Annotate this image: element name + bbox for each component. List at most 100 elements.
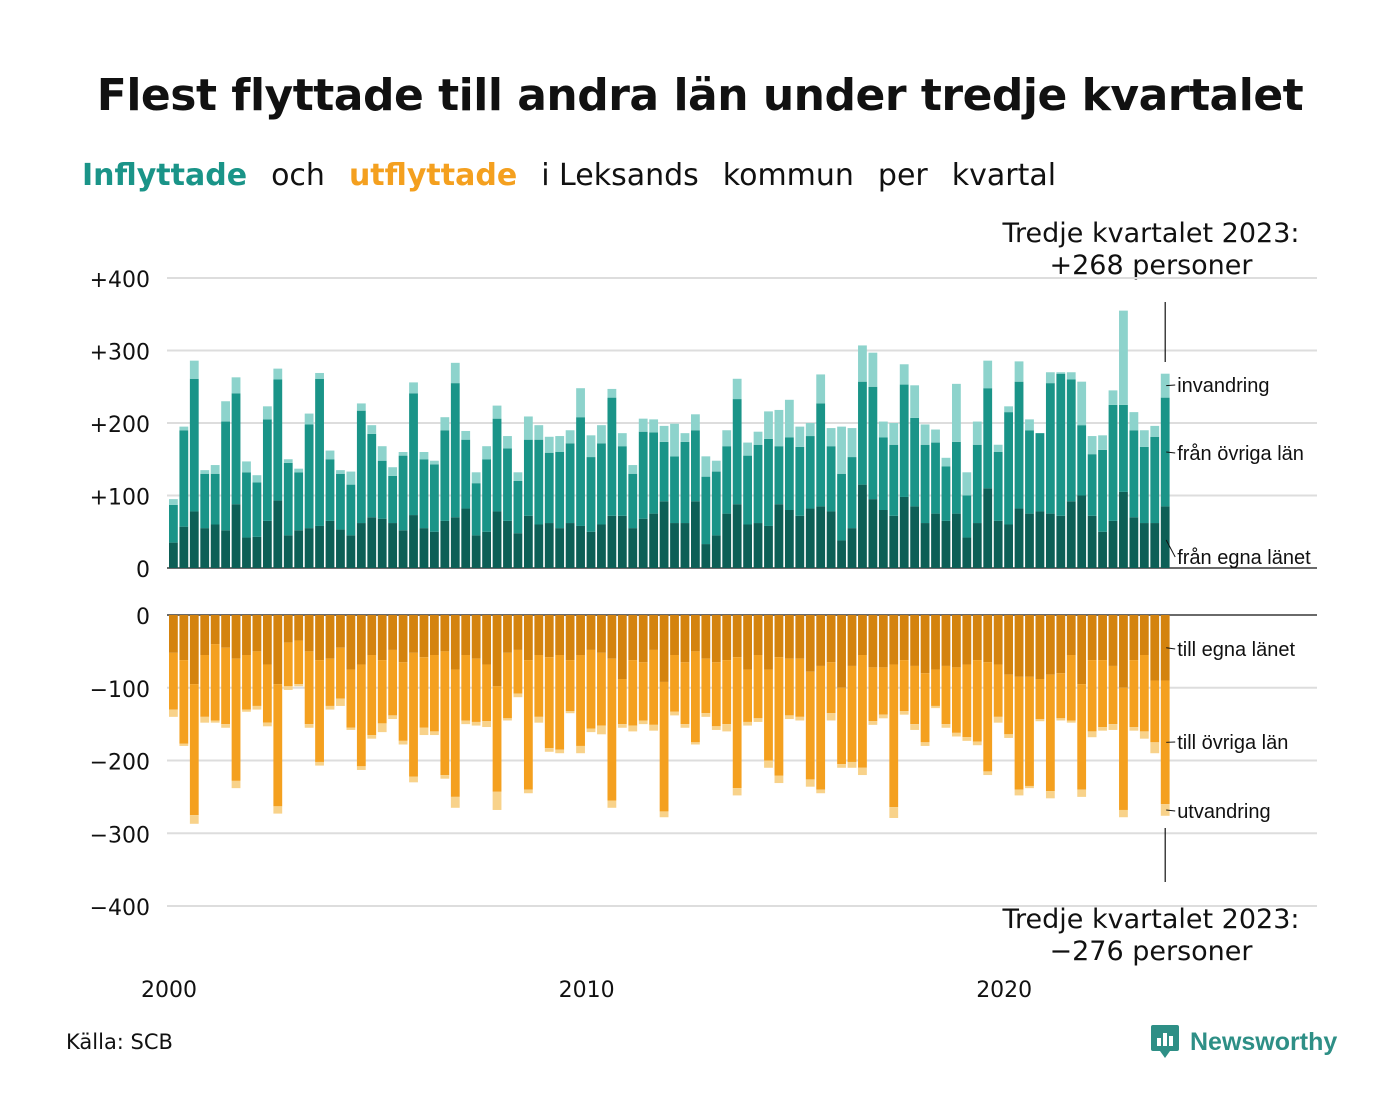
bar-out-0	[513, 615, 523, 650]
bar-in-0	[440, 520, 450, 568]
bar-out-0	[555, 615, 565, 656]
label-pointer	[1166, 809, 1176, 812]
bottom-annotation-line1: Tredje kvartalet 2023:	[1002, 904, 1300, 935]
bar-out-0	[670, 615, 679, 656]
bar-in-2	[753, 431, 763, 445]
bar-out-2	[346, 727, 356, 730]
series-label: till egna länet	[1177, 639, 1295, 661]
bar-in-1	[889, 444, 899, 516]
bar-out-0	[1014, 615, 1024, 677]
bar-in-0	[1056, 515, 1066, 568]
bar-out-1	[983, 662, 993, 772]
series-label: till övriga län	[1177, 732, 1288, 754]
bar-out-0	[1139, 615, 1149, 656]
bar-in-2	[722, 430, 732, 447]
bar-in-0	[555, 528, 565, 568]
bar-in-1	[910, 417, 920, 507]
bar-in-2	[847, 428, 857, 458]
bar-in-2	[346, 471, 356, 485]
bar-out-0	[409, 615, 418, 653]
bar-out-1	[607, 658, 617, 801]
bar-out-2	[1014, 789, 1024, 796]
bar-out-0	[722, 615, 732, 661]
bar-out-2	[461, 720, 471, 725]
bar-out-0	[753, 615, 763, 656]
bar-out-1	[189, 684, 199, 816]
bar-in-0	[774, 504, 784, 568]
bar-out-1	[1004, 674, 1013, 735]
bar-out-1	[753, 655, 763, 719]
bar-in-0	[659, 501, 669, 568]
bar-out-2	[523, 789, 533, 794]
bar-out-0	[336, 615, 345, 648]
bar-in-2	[920, 424, 930, 445]
bar-in-2	[962, 472, 972, 496]
bar-out-2	[972, 741, 982, 746]
bar-in-2	[816, 374, 826, 404]
bar-out-1	[910, 665, 920, 725]
bar-out-1	[231, 658, 241, 781]
bar-out-2	[492, 791, 502, 810]
bar-in-2	[1014, 361, 1024, 382]
bar-out-1	[858, 655, 867, 768]
bar-in-2	[607, 388, 617, 398]
bar-out-1	[409, 652, 418, 777]
bar-in-1	[555, 452, 565, 529]
bar-in-1	[336, 473, 345, 530]
bar-out-1	[680, 662, 690, 725]
bar-in-2	[1045, 372, 1055, 384]
bar-out-0	[534, 615, 544, 656]
bar-in-2	[983, 360, 993, 389]
bar-out-2	[993, 716, 1003, 723]
bar-in-2	[628, 465, 638, 474]
bar-in-0	[1014, 508, 1024, 568]
bar-out-2	[743, 721, 752, 726]
bar-out-0	[419, 615, 429, 658]
bar-out-0	[492, 615, 502, 687]
bar-out-1	[1077, 684, 1087, 790]
y-tick-label: −300	[90, 823, 150, 848]
bar-in-1	[388, 475, 398, 524]
bar-in-2	[1056, 372, 1066, 374]
bar-out-0	[388, 615, 398, 650]
bar-out-0	[931, 615, 940, 670]
bar-out-2	[983, 771, 993, 776]
bar-out-2	[711, 726, 721, 730]
bar-out-2	[430, 731, 439, 736]
bar-in-0	[544, 523, 554, 568]
bar-in-0	[534, 524, 544, 568]
bar-out-0	[1025, 615, 1034, 677]
bar-in-1	[795, 446, 805, 516]
newsworthy-logo-icon	[1151, 1025, 1179, 1058]
bar-in-0	[826, 511, 836, 568]
bar-in-2	[701, 456, 711, 477]
bar-out-2	[231, 780, 241, 789]
bar-in-1	[273, 379, 283, 501]
bar-out-1	[346, 669, 356, 728]
bar-in-2	[649, 419, 659, 433]
bar-in-1	[753, 444, 763, 524]
bar-in-1	[1098, 449, 1107, 532]
bar-in-1	[597, 443, 606, 525]
bar-out-0	[993, 615, 1003, 665]
bar-in-2	[315, 372, 324, 379]
bar-in-0	[816, 506, 826, 568]
bar-out-1	[304, 651, 314, 725]
bar-in-1	[294, 472, 304, 531]
bar-out-1	[670, 655, 679, 712]
bar-in-2	[597, 425, 606, 444]
bar-out-0	[732, 615, 742, 658]
bar-out-1	[743, 669, 752, 722]
bar-in-0	[607, 515, 617, 568]
bar-out-0	[440, 615, 450, 652]
bar-in-0	[701, 544, 711, 568]
bar-in-0	[722, 513, 732, 568]
bar-out-1	[732, 657, 742, 789]
bar-out-2	[294, 684, 304, 687]
bar-in-0	[952, 513, 961, 568]
bar-in-0	[983, 488, 993, 568]
bar-out-1	[868, 667, 878, 722]
bar-in-2	[889, 423, 899, 445]
bar-out-0	[346, 615, 356, 670]
